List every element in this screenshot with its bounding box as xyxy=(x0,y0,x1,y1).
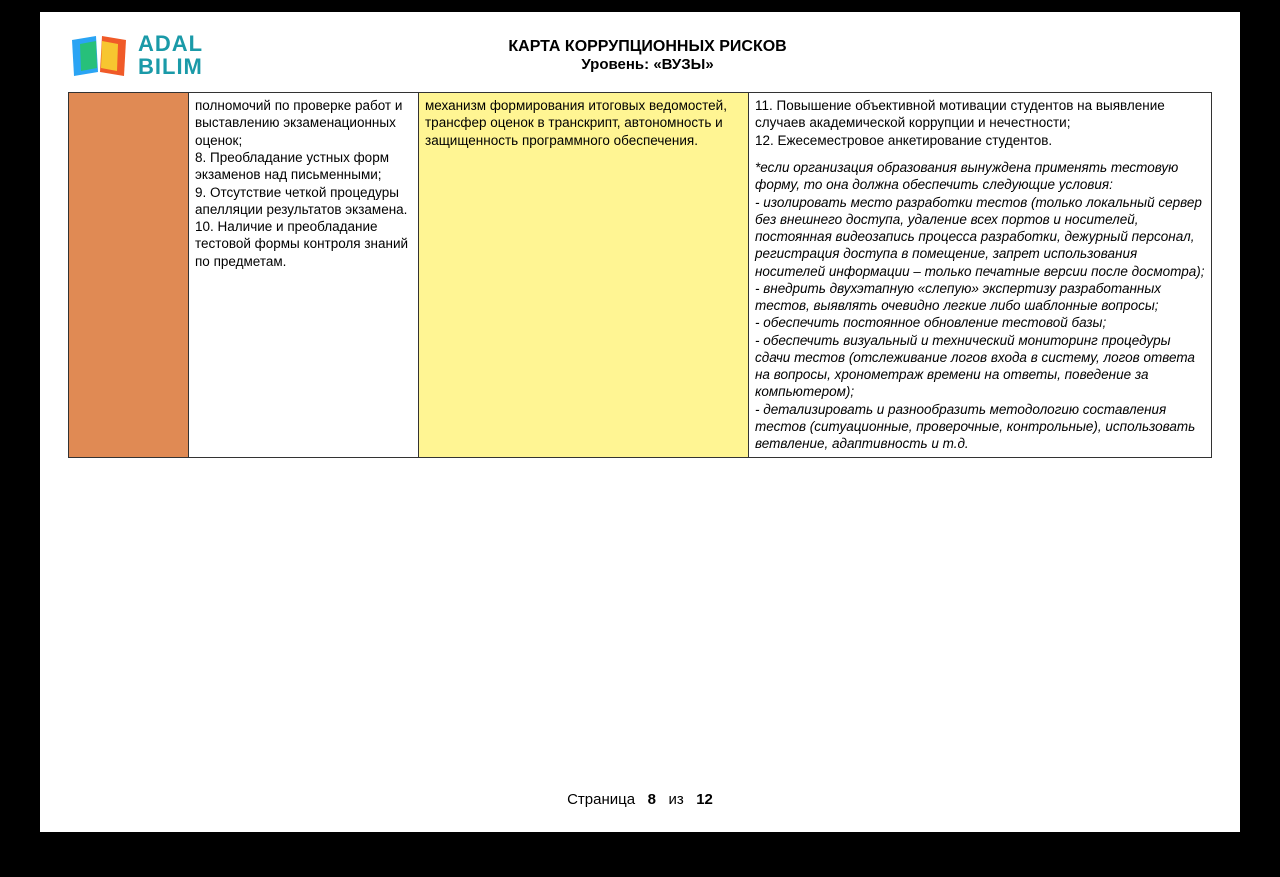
page-header: ADAL BILIM КАРТА КОРРУПЦИОННЫХ РИСКОВ Ур… xyxy=(68,32,1212,78)
cell-category xyxy=(69,93,189,457)
viewport: ADAL BILIM КАРТА КОРРУПЦИОННЫХ РИСКОВ Ур… xyxy=(0,0,1280,877)
cell-measures: 11. Повышение объективной мотивации студ… xyxy=(749,93,1212,457)
risk-table: полномочий по проверке работ и выставлен… xyxy=(68,92,1212,457)
footer-of: из xyxy=(668,791,683,808)
page-footer: Страница 8 из 12 xyxy=(40,791,1240,808)
cell-mechanism: механизм формирования итоговых ведомосте… xyxy=(419,93,749,457)
measures-note: *если организация образования вынуждена … xyxy=(755,159,1205,453)
title-line2: Уровень: «ВУЗЫ» xyxy=(83,56,1212,73)
cell-risks: полномочий по проверке работ и выставлен… xyxy=(189,93,419,457)
footer-current-page: 8 xyxy=(648,791,656,808)
measures-main: 11. Повышение объективной мотивации студ… xyxy=(755,97,1205,149)
table-row: полномочий по проверке работ и выставлен… xyxy=(69,93,1212,457)
title-line1: КАРТА КОРРУПЦИОННЫХ РИСКОВ xyxy=(83,38,1212,56)
document-page: ADAL BILIM КАРТА КОРРУПЦИОННЫХ РИСКОВ Ур… xyxy=(40,12,1240,832)
footer-prefix: Страница xyxy=(567,791,635,808)
spacer xyxy=(755,149,1205,159)
document-title: КАРТА КОРРУПЦИОННЫХ РИСКОВ Уровень: «ВУЗ… xyxy=(83,38,1212,73)
footer-total-pages: 12 xyxy=(696,791,713,808)
